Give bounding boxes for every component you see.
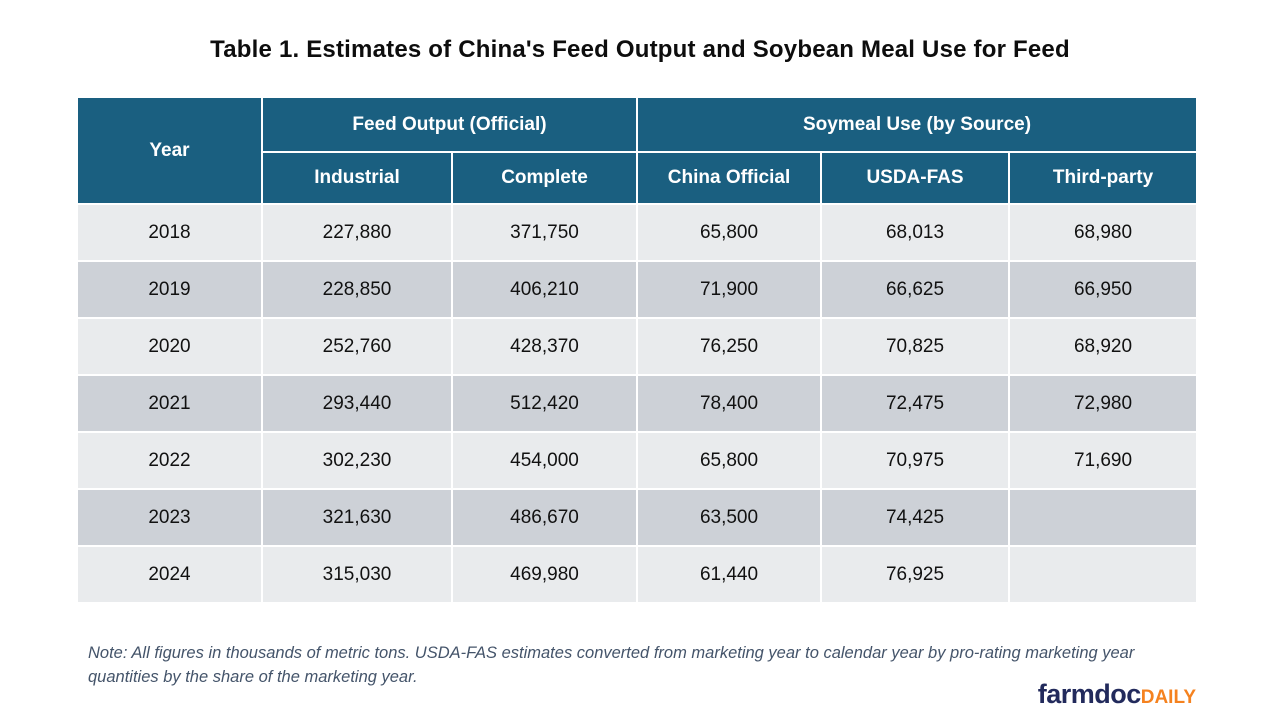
cell-industrial: 321,630 bbox=[263, 490, 453, 547]
cell-third-party bbox=[1010, 547, 1196, 604]
cell-china-official: 71,900 bbox=[638, 262, 822, 319]
table-row-2024: 2024 315,030 469,980 61,440 76,925 bbox=[78, 547, 1196, 604]
cell-complete: 512,420 bbox=[453, 376, 638, 433]
table-row-2021: 2021 293,440 512,420 78,400 72,475 72,98… bbox=[78, 376, 1196, 433]
cell-complete: 469,980 bbox=[453, 547, 638, 604]
cell-industrial: 293,440 bbox=[263, 376, 453, 433]
cell-third-party bbox=[1010, 490, 1196, 547]
column-header-industrial: Industrial bbox=[263, 153, 453, 205]
column-header-china-official: China Official bbox=[638, 153, 822, 205]
cell-china-official: 78,400 bbox=[638, 376, 822, 433]
group-header-soymeal-use: Soymeal Use (by Source) bbox=[638, 98, 1196, 153]
cell-usda-fas: 70,825 bbox=[822, 319, 1010, 376]
logo-farmdoc-text: farmdoc bbox=[1037, 679, 1142, 709]
table-row-2020: 2020 252,760 428,370 76,250 70,825 68,92… bbox=[78, 319, 1196, 376]
cell-complete: 371,750 bbox=[453, 205, 638, 262]
column-header-complete: Complete bbox=[453, 153, 638, 205]
cell-year: 2022 bbox=[78, 433, 263, 490]
cell-industrial: 302,230 bbox=[263, 433, 453, 490]
cell-third-party: 71,690 bbox=[1010, 433, 1196, 490]
data-table: Year Feed Output (Official) Soymeal Use … bbox=[78, 98, 1196, 604]
table-title: Table 1. Estimates of China's Feed Outpu… bbox=[210, 36, 1070, 63]
cell-industrial: 227,880 bbox=[263, 205, 453, 262]
cell-usda-fas: 66,625 bbox=[822, 262, 1010, 319]
cell-usda-fas: 70,975 bbox=[822, 433, 1010, 490]
cell-third-party: 68,920 bbox=[1010, 319, 1196, 376]
footnote: Note: All figures in thousands of metric… bbox=[88, 644, 1135, 686]
group-header-row: Year Feed Output (Official) Soymeal Use … bbox=[78, 98, 1196, 205]
cell-china-official: 61,440 bbox=[638, 547, 822, 604]
table-row-2019: 2019 228,850 406,210 71,900 66,625 66,95… bbox=[78, 262, 1196, 319]
column-header-third-party: Third-party bbox=[1010, 153, 1196, 205]
cell-complete: 406,210 bbox=[453, 262, 638, 319]
table-header: Year Feed Output (Official) Soymeal Use … bbox=[78, 98, 1196, 205]
cell-china-official: 76,250 bbox=[638, 319, 822, 376]
cell-industrial: 315,030 bbox=[263, 547, 453, 604]
cell-industrial: 252,760 bbox=[263, 319, 453, 376]
cell-complete: 454,000 bbox=[453, 433, 638, 490]
cell-complete: 428,370 bbox=[453, 319, 638, 376]
sub-header-row: Industrial Complete China Official USDA-… bbox=[78, 153, 1196, 205]
cell-industrial: 228,850 bbox=[263, 262, 453, 319]
cell-china-official: 63,500 bbox=[638, 490, 822, 547]
cell-china-official: 65,800 bbox=[638, 205, 822, 262]
table-body: 2018 227,880 371,750 65,800 68,013 68,98… bbox=[78, 205, 1196, 604]
cell-usda-fas: 68,013 bbox=[822, 205, 1010, 262]
column-header-year: Year bbox=[78, 98, 263, 205]
cell-year: 2018 bbox=[78, 205, 263, 262]
table-row-2023: 2023 321,630 486,670 63,500 74,425 bbox=[78, 490, 1196, 547]
column-header-usda-fas: USDA-FAS bbox=[822, 153, 1010, 205]
cell-year: 2023 bbox=[78, 490, 263, 547]
cell-usda-fas: 76,925 bbox=[822, 547, 1010, 604]
logo-daily-text: DAILY bbox=[1140, 687, 1196, 708]
cell-year: 2019 bbox=[78, 262, 263, 319]
cell-third-party: 72,980 bbox=[1010, 376, 1196, 433]
cell-third-party: 68,980 bbox=[1010, 205, 1196, 262]
cell-year: 2024 bbox=[78, 547, 263, 604]
group-header-feed-output: Feed Output (Official) bbox=[263, 98, 638, 153]
cell-china-official: 65,800 bbox=[638, 433, 822, 490]
farmdoc-daily-logo: farmdoc DAILY bbox=[1038, 681, 1196, 708]
cell-year: 2021 bbox=[78, 376, 263, 433]
cell-third-party: 66,950 bbox=[1010, 262, 1196, 319]
table-row-2018: 2018 227,880 371,750 65,800 68,013 68,98… bbox=[78, 205, 1196, 262]
cell-year: 2020 bbox=[78, 319, 263, 376]
table-row-2022: 2022 302,230 454,000 65,800 70,975 71,69… bbox=[78, 433, 1196, 490]
cell-complete: 486,670 bbox=[453, 490, 638, 547]
cell-usda-fas: 74,425 bbox=[822, 490, 1010, 547]
cell-usda-fas: 72,475 bbox=[822, 376, 1010, 433]
